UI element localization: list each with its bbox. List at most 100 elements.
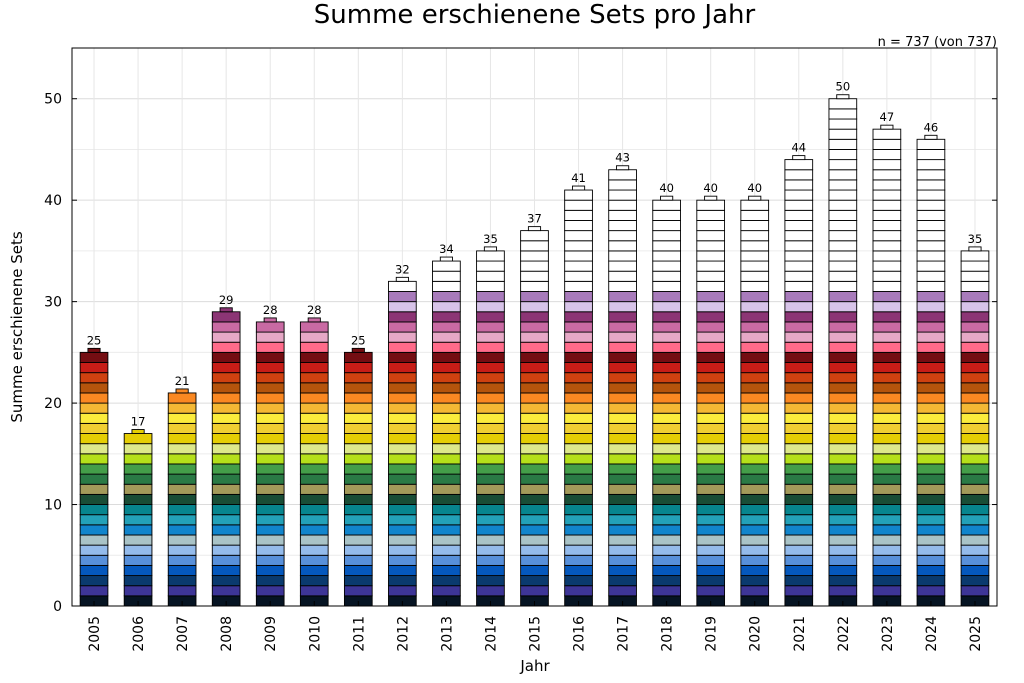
bar-segment — [388, 402, 417, 414]
bar-segment — [520, 412, 549, 424]
bar-segment — [960, 504, 990, 516]
bar-segment — [696, 585, 726, 597]
bar-segment — [167, 402, 197, 414]
bar-segment — [740, 351, 770, 363]
bar-segment — [784, 189, 814, 201]
bar-segment — [784, 575, 814, 587]
bar-segment — [520, 402, 549, 414]
bar-segment — [255, 483, 285, 495]
bar-segment — [343, 402, 373, 414]
bar-segment — [652, 341, 681, 353]
bar-segment — [608, 220, 637, 232]
bar-segment — [432, 341, 461, 353]
bar-segment — [520, 311, 549, 323]
bar-segment — [872, 138, 902, 150]
bar-segment — [872, 149, 902, 161]
bar-segment — [299, 443, 329, 455]
bar-top-stud — [307, 317, 321, 323]
bar-segment — [564, 220, 593, 232]
bar-segment — [520, 321, 549, 333]
bar-segment — [211, 392, 241, 404]
bar-segment — [388, 351, 417, 363]
bar-segment — [564, 575, 593, 587]
bar-segment — [432, 362, 461, 374]
bar-segment — [916, 179, 946, 191]
bar-segment — [784, 585, 814, 597]
bar-segment — [299, 372, 329, 384]
bar-2023 — [872, 124, 902, 607]
bar-segment — [784, 351, 814, 363]
bar-segment — [960, 270, 990, 282]
bar-segment — [79, 463, 109, 475]
bar-segment — [740, 544, 770, 556]
bar-segment — [740, 230, 770, 242]
bar-segment — [520, 382, 549, 394]
bar-segment — [828, 270, 858, 282]
bar-segment — [167, 422, 197, 434]
bar-segment — [828, 534, 858, 546]
bar-value-label: 43 — [615, 151, 630, 165]
bar-segment — [608, 280, 637, 292]
bar-segment — [740, 220, 770, 232]
bar-segment — [608, 351, 637, 363]
x-tick-label: 2013 — [439, 616, 455, 652]
bar-segment — [79, 453, 109, 465]
bar-segment — [343, 422, 373, 434]
bar-segment — [167, 544, 197, 556]
x-axis-label: Jahr — [519, 657, 550, 675]
bar-segment — [740, 524, 770, 536]
bar-segment — [432, 463, 461, 475]
bar-segment — [652, 524, 681, 536]
bar-2024 — [916, 134, 946, 607]
bar-segment — [740, 534, 770, 546]
bar-segment — [916, 270, 946, 282]
bar-segment — [255, 362, 285, 374]
bar-segment — [784, 321, 814, 333]
bar-segment — [740, 280, 770, 292]
bar-segment — [255, 473, 285, 485]
bar-segment — [123, 524, 153, 536]
bar-segment — [652, 260, 681, 272]
bar-segment — [564, 280, 593, 292]
bar-segment — [916, 493, 946, 505]
bar-segment — [388, 422, 417, 434]
bar-segment — [255, 493, 285, 505]
bar-segment — [167, 392, 197, 404]
bar-segment — [784, 382, 814, 394]
bar-segment — [564, 351, 593, 363]
bar-top-stud — [87, 347, 101, 353]
bar-segment — [828, 392, 858, 404]
sample-size-note: n = 737 (von 737) — [878, 35, 997, 50]
bar-segment — [520, 585, 549, 597]
bar-value-label: 40 — [659, 181, 674, 195]
bar-segment — [828, 463, 858, 475]
bar-segment — [916, 240, 946, 252]
bar-segment — [696, 301, 726, 313]
bar-segment — [79, 402, 109, 414]
bar-segment — [608, 544, 637, 556]
bar-segment — [476, 402, 505, 414]
bar-top-stud — [263, 317, 277, 323]
x-tick-label: 2008 — [219, 616, 235, 652]
x-tick-label: 2014 — [483, 616, 499, 652]
bar-segment — [784, 473, 814, 485]
bar-segment — [255, 524, 285, 536]
bar-segment — [343, 514, 373, 526]
bar-segment — [872, 270, 902, 282]
bar-segment — [916, 443, 946, 455]
bar-segment — [740, 321, 770, 333]
bar-segment — [872, 422, 902, 434]
bar-segment — [916, 372, 946, 384]
bar-segment — [299, 331, 329, 343]
x-tick-label: 2019 — [704, 616, 720, 652]
bar-segment — [652, 311, 681, 323]
bar-segment — [476, 422, 505, 434]
bar-segment — [696, 372, 726, 384]
bar-segment — [960, 301, 990, 313]
x-tick-label: 2010 — [307, 616, 323, 652]
bar-segment — [255, 331, 285, 343]
bar-segment — [343, 504, 373, 516]
bar-segment — [696, 351, 726, 363]
bar-segment — [564, 453, 593, 465]
bar-segment — [828, 493, 858, 505]
